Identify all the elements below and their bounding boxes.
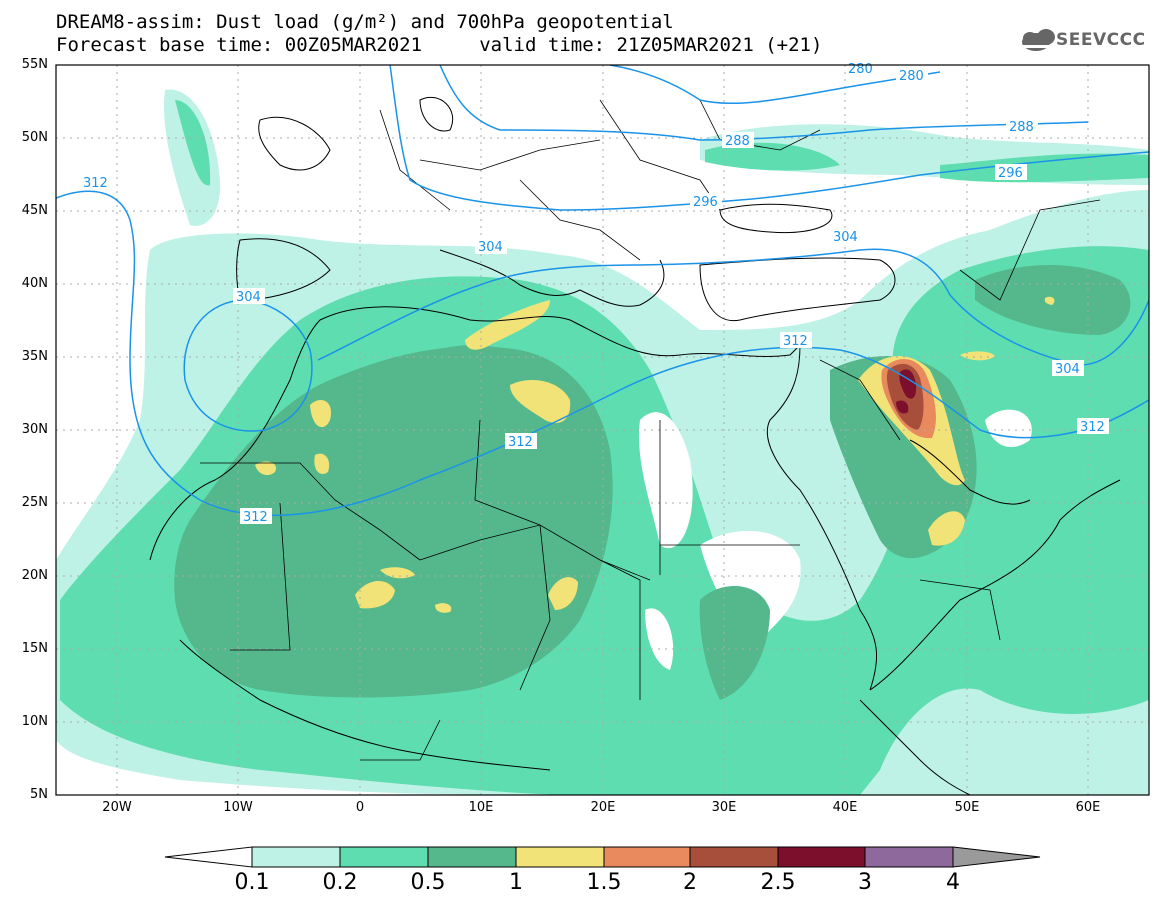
cloud-icon	[1022, 29, 1055, 51]
colorbar-arrow-right	[952, 846, 1041, 868]
contour-label: 312	[1080, 420, 1105, 435]
lon-label: 10E	[468, 800, 494, 815]
contour-label: 304	[1055, 362, 1080, 377]
colorbar-swatch	[515, 846, 605, 868]
lon-label: 30E	[711, 800, 737, 815]
colorbar-swatch	[864, 846, 954, 868]
lat-label: 50N	[21, 130, 48, 145]
contour-label: 296	[998, 166, 1023, 181]
lat-label: 30N	[21, 422, 48, 437]
colorbar-swatch	[339, 846, 429, 868]
colorbar-swatch	[427, 846, 517, 868]
colorbar-tick: 3	[858, 870, 872, 895]
colorbar-swatch	[603, 846, 691, 868]
colorbar-arrow-left	[164, 846, 253, 868]
contour-label: 312	[83, 176, 108, 191]
lat-label: 35N	[21, 349, 48, 364]
lat-label: 10N	[21, 714, 48, 729]
lat-label: 45N	[21, 203, 48, 218]
contour-label: 304	[236, 290, 261, 305]
map-title: DREAM8-assim: Dust load (g/m²) and 700hP…	[56, 11, 674, 33]
colorbar	[164, 846, 1041, 868]
lat-label: 55N	[21, 57, 48, 72]
lat-label: 15N	[21, 641, 48, 656]
plot-frame	[55, 64, 1150, 796]
contour-label: 288	[725, 134, 750, 149]
country-borders	[200, 99, 1101, 761]
colorbar-swatch	[777, 846, 866, 868]
colorbar-tick: 0.5	[410, 870, 446, 895]
contour-label: 304	[833, 230, 858, 245]
forecast-time: Forecast base time: 00Z05MAR2021 valid t…	[56, 34, 823, 56]
lon-label: 50E	[954, 800, 980, 815]
lat-label: 40N	[21, 276, 48, 291]
lon-label: 10W	[223, 800, 253, 815]
lon-label: 40E	[832, 800, 858, 815]
lat-label: 5N	[30, 787, 48, 802]
lat-label: 25N	[21, 495, 48, 510]
colorbar-swatch	[689, 846, 779, 868]
contour-label: 296	[693, 195, 718, 210]
contour-label: 280	[899, 69, 924, 84]
lon-label: 0	[355, 800, 365, 815]
colorbar-tick: 4	[946, 870, 960, 895]
logo-text: SEEVCCC	[1056, 30, 1146, 50]
contour-label-group: 312 304 312 312 304 296 288 288 280 304 …	[80, 62, 1109, 525]
lon-label: 20W	[102, 800, 132, 815]
contour-label: 304	[478, 240, 503, 255]
colorbar-tick: 2	[683, 870, 697, 895]
contour-label: 280	[848, 62, 873, 77]
colorbar-tick: 1	[509, 870, 523, 895]
contour-label: 312	[243, 510, 268, 525]
coastlines	[149, 96, 1121, 795]
colorbar-tick: 2.5	[760, 870, 796, 895]
lon-label: 20E	[590, 800, 616, 815]
contour-label: 312	[508, 435, 533, 450]
colorbar-tick: 1.5	[586, 870, 622, 895]
lon-label: 60E	[1075, 800, 1101, 815]
colorbar-tick: 0.2	[322, 870, 358, 895]
lat-label: 20N	[21, 568, 48, 583]
colorbar-swatch	[251, 846, 341, 868]
contour-label: 288	[1009, 120, 1034, 135]
contour-label: 312	[783, 334, 808, 349]
colorbar-tick: 0.1	[234, 870, 270, 895]
